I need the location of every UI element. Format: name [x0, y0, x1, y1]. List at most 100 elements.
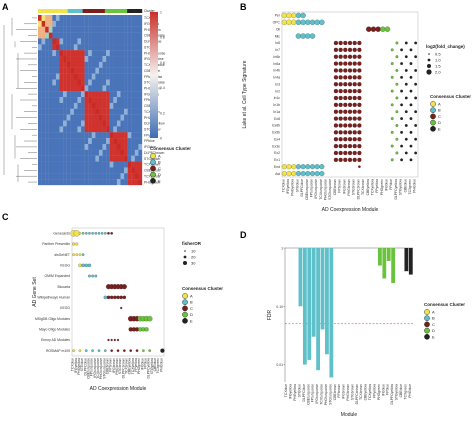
heatmap-cell — [73, 26, 78, 33]
heatmap-cell — [116, 79, 121, 86]
panel-b-dot — [400, 130, 403, 134]
heatmap-cell — [106, 114, 110, 121]
heatmap-cell — [81, 179, 85, 186]
heatmap-cell — [131, 167, 135, 174]
heatmap-cell — [38, 167, 42, 174]
heatmap-cell — [45, 56, 49, 63]
panel-c-row-label: disGeNET — [54, 253, 70, 257]
panel-b-dot — [309, 19, 316, 26]
heatmap-cell — [127, 38, 132, 45]
heatmap-cell — [59, 102, 64, 109]
heatmap-cell — [70, 91, 75, 98]
heatmap-cell — [55, 91, 60, 98]
heatmap-cell — [102, 61, 107, 68]
heatmap-cell — [70, 85, 75, 92]
heatmap-cell — [91, 20, 96, 27]
heatmap-cell — [102, 173, 107, 180]
panel-b-dot — [390, 48, 394, 52]
panel-c-row-label: Wikipathways Human — [37, 296, 70, 300]
heatmap-cell — [109, 32, 114, 39]
heatmap-cell — [52, 97, 57, 104]
heatmap-cell — [55, 79, 60, 86]
panel-b-dot — [333, 116, 339, 121]
heatmap-cell — [106, 108, 110, 115]
panel-b-dot — [357, 75, 362, 80]
panel-d-xtick: PHGblue — [408, 384, 412, 398]
panel-d-xtick: FPturquoise — [311, 384, 315, 402]
heatmap-cell — [59, 61, 64, 68]
heatmap-cell — [70, 38, 75, 45]
heatmap-cell — [113, 120, 118, 127]
heatmap-cell — [59, 155, 64, 162]
heatmap-cell — [66, 143, 71, 150]
panel-b-dot — [347, 82, 353, 87]
heatmap-cell — [59, 91, 64, 98]
heatmap-cell — [45, 38, 49, 45]
heatmap-cell — [131, 120, 135, 127]
heatmap-cell — [124, 108, 128, 115]
panel-b-dot — [414, 55, 418, 59]
heatmap-cell — [102, 108, 107, 115]
heatmap-cell — [116, 149, 121, 156]
heatmap-cell — [38, 132, 42, 139]
heatmap-cell — [124, 38, 128, 45]
heatmap-cell — [55, 73, 60, 80]
panel-b-legend-swatch — [430, 119, 436, 126]
panel-b-dot — [343, 143, 348, 149]
heatmap-cell — [38, 102, 42, 109]
heatmap-cell — [77, 126, 82, 133]
heatmap-cell — [77, 91, 82, 98]
heatmap-cell — [73, 56, 78, 63]
heatmap-cell — [66, 61, 71, 68]
heatmap-cell — [113, 161, 118, 168]
heatmap-cell — [109, 15, 114, 22]
heatmap-cell — [38, 97, 42, 104]
heatmap-cell — [52, 126, 57, 133]
heatmap-cell — [91, 126, 96, 133]
panel-b-dot — [409, 62, 413, 65]
heatmap-cell — [55, 38, 60, 45]
panel-b-dot — [384, 26, 391, 32]
heatmap-cell — [124, 67, 128, 74]
heatmap-cell — [95, 126, 100, 133]
panel-b-dot — [347, 157, 353, 162]
panel-b-row-label: End — [274, 165, 280, 169]
panel-b-dot — [352, 109, 357, 114]
panel-b-dot — [400, 144, 403, 148]
heatmap-cell — [120, 120, 125, 127]
panel-b-dot — [352, 150, 357, 156]
heatmap-cell — [98, 108, 103, 115]
heatmap-cell — [113, 20, 118, 27]
heatmap-cell — [81, 32, 85, 39]
heatmap-cell — [120, 38, 125, 45]
heatmap-cell — [88, 44, 92, 51]
heatmap-cell — [98, 44, 103, 51]
heatmap-cell — [45, 61, 49, 68]
heatmap-cell — [120, 50, 125, 57]
heatmap-cell — [120, 26, 125, 33]
heatmap-cell — [91, 173, 96, 180]
heatmap-cell — [124, 97, 128, 104]
heatmap-cell — [66, 149, 71, 156]
heatmap-cell — [41, 126, 46, 133]
heatmap-cell — [77, 85, 82, 92]
panel-b-dot — [309, 171, 315, 177]
heatmap-cell — [138, 179, 143, 186]
heatmap-cell — [95, 108, 100, 115]
heatmap-cell — [81, 114, 85, 121]
heatmap-cell — [124, 102, 128, 109]
heatmap-cell — [84, 102, 89, 109]
heatmap-cell — [138, 126, 143, 133]
panel-d-legend-swatch — [424, 315, 430, 322]
panel-d-xtick: FPblue — [386, 384, 390, 395]
panel-b-dot — [352, 102, 357, 107]
heatmap-cell — [131, 97, 135, 104]
heatmap-cell — [70, 126, 75, 133]
heatmap-cell — [52, 20, 57, 27]
panel-d-xtick: IFGblue — [381, 384, 385, 396]
panel-c-dot — [106, 295, 111, 300]
heatmap-cell — [124, 73, 128, 80]
heatmap-cell — [106, 20, 110, 27]
panel-b-dot — [414, 69, 418, 72]
panel-b-dot — [414, 82, 418, 86]
